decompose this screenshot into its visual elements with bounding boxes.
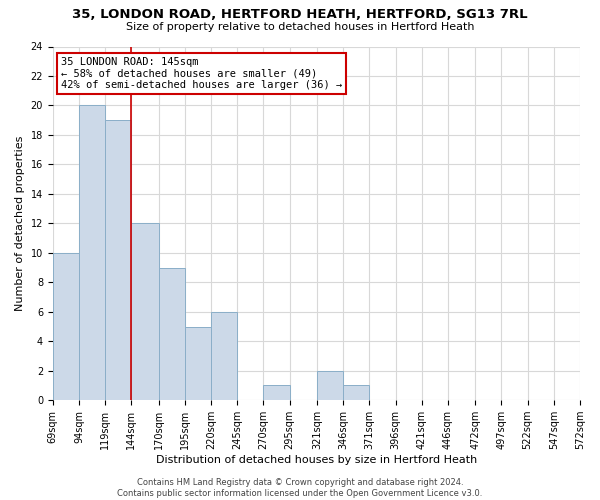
Bar	[105, 120, 131, 400]
Text: 35, LONDON ROAD, HERTFORD HEATH, HERTFORD, SG13 7RL: 35, LONDON ROAD, HERTFORD HEATH, HERTFOR…	[72, 8, 528, 20]
Bar	[131, 224, 158, 400]
Text: Contains HM Land Registry data © Crown copyright and database right 2024.
Contai: Contains HM Land Registry data © Crown c…	[118, 478, 482, 498]
Y-axis label: Number of detached properties: Number of detached properties	[15, 136, 25, 311]
Text: Size of property relative to detached houses in Hertford Heath: Size of property relative to detached ho…	[126, 22, 474, 32]
Bar	[211, 312, 237, 400]
Bar	[263, 386, 290, 400]
Bar	[79, 106, 105, 400]
Bar	[53, 253, 79, 400]
X-axis label: Distribution of detached houses by size in Hertford Heath: Distribution of detached houses by size …	[156, 455, 477, 465]
Bar	[317, 370, 343, 400]
Bar	[185, 326, 211, 400]
Bar	[343, 386, 370, 400]
Bar	[158, 268, 185, 400]
Text: 35 LONDON ROAD: 145sqm
← 58% of detached houses are smaller (49)
42% of semi-det: 35 LONDON ROAD: 145sqm ← 58% of detached…	[61, 57, 342, 90]
